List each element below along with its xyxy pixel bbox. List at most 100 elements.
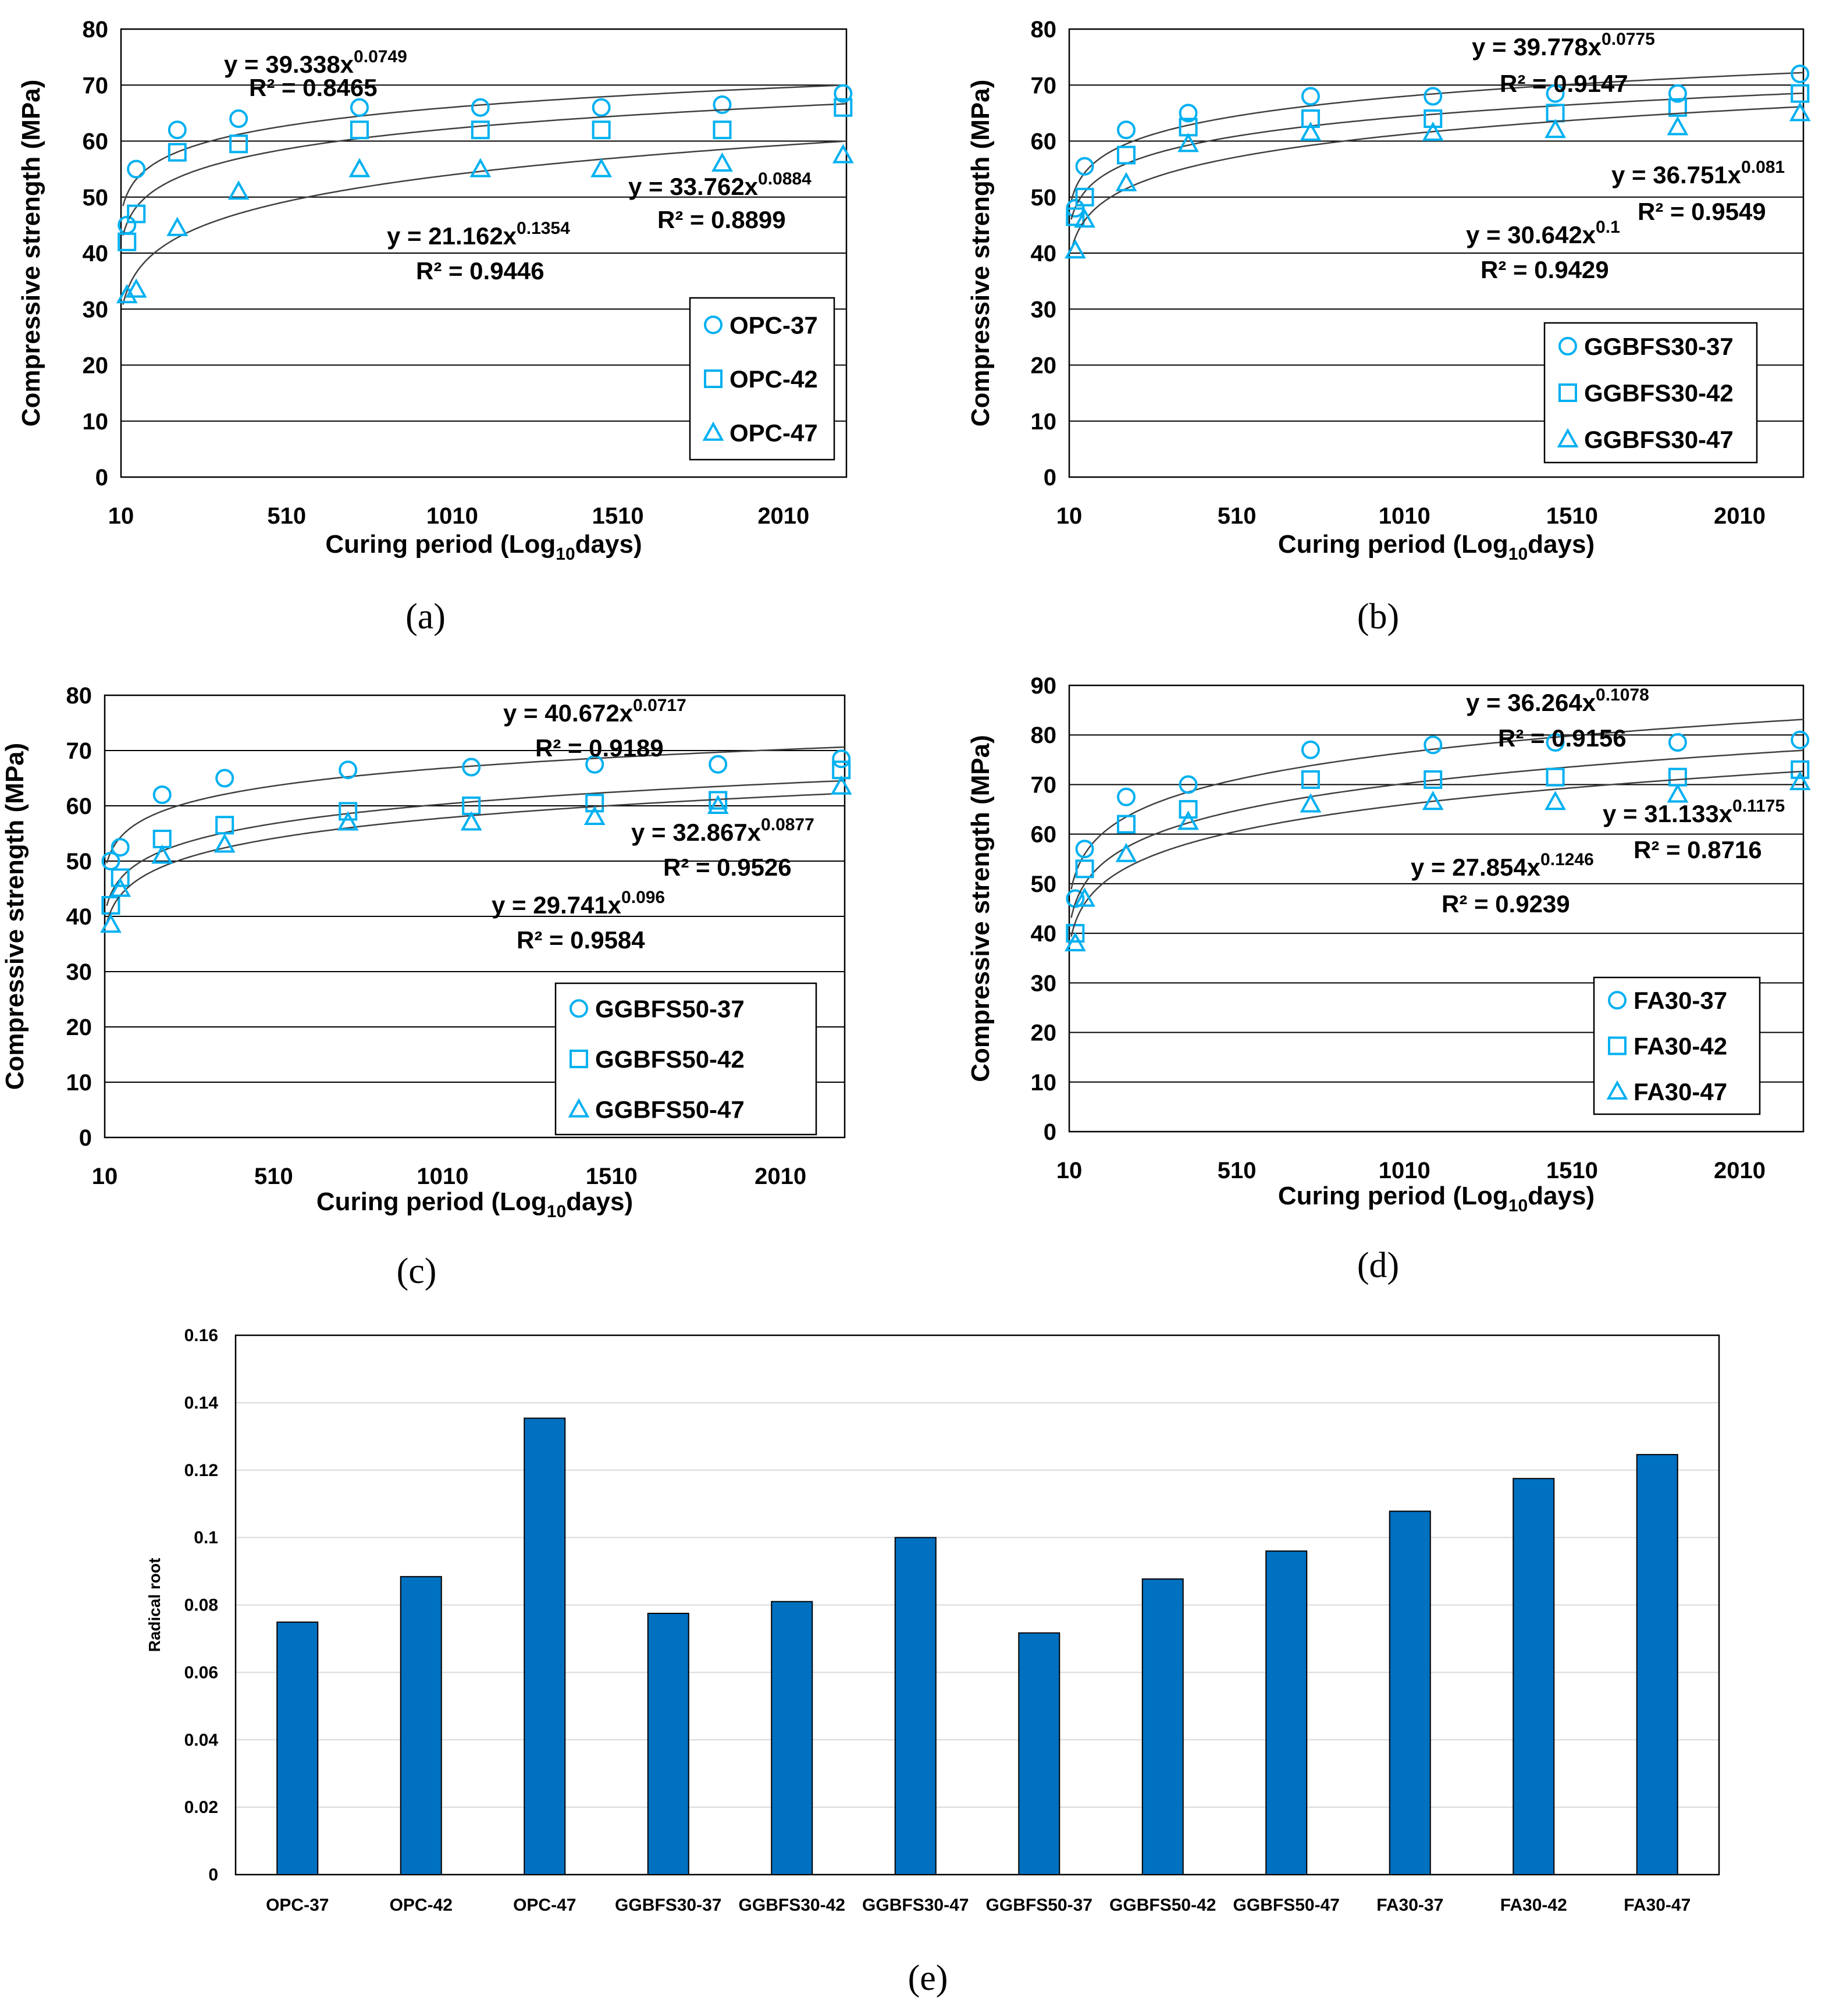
category-label: OPC-47 — [513, 1896, 576, 1915]
data-point-GGBFS30-37 — [1301, 87, 1320, 106]
y-tick-label: 60 — [1031, 822, 1057, 848]
fit-equation-base: y = 39.778x — [1472, 33, 1602, 61]
plot-frame — [120, 28, 848, 478]
data-point-GGBFS50-37 — [832, 749, 851, 769]
data-point-FA30-37 — [1791, 730, 1810, 749]
x-tick-label: 1010 — [1379, 1158, 1430, 1183]
category-label: FA30-37 — [1376, 1896, 1443, 1915]
data-point-OPC-42 — [471, 120, 490, 140]
fit-equation-base: y = 21.162x — [387, 222, 517, 250]
trendline-FA30-42 — [1070, 749, 1804, 918]
legend-label-FA30-37: FA30-37 — [1634, 987, 1727, 1014]
data-point-GGBFS50-42 — [111, 868, 130, 887]
bar-FA30-37 — [1389, 1510, 1431, 1876]
y-tick-label: 10 — [1031, 1070, 1057, 1096]
fit-equation-exponent: 0.0877 — [761, 815, 814, 834]
y-tick-label: 60 — [1031, 129, 1057, 155]
panel-caption-a: (a) — [405, 597, 446, 637]
y-tick-label: 30 — [66, 959, 92, 985]
y-tick-label: 10 — [1031, 409, 1057, 435]
data-point-OPC-47 — [469, 158, 492, 177]
x-axis-label-part: Curing period (Log — [316, 1187, 547, 1216]
trendline-GGBFS30-37 — [1070, 72, 1804, 201]
category-label: OPC-42 — [390, 1896, 453, 1915]
y-tick-label: 20 — [66, 1015, 92, 1040]
legend-marker-OPC-37 — [704, 315, 723, 335]
category-label: GGBFS30-47 — [862, 1896, 969, 1915]
data-point-FA30-37 — [1301, 740, 1320, 759]
data-point-OPC-37 — [350, 98, 369, 117]
legend-label-OPC-37: OPC-37 — [729, 311, 818, 339]
legend-label-FA30-42: FA30-42 — [1634, 1033, 1727, 1060]
fit-equation-GGBFS30-37: y = 39.778x0.0775 — [1472, 30, 1655, 61]
data-point-GGBFS30-42 — [1424, 109, 1443, 128]
y-tick-label: 0.02 — [184, 1798, 218, 1817]
legend-marker-GGBFS50-37 — [570, 999, 588, 1018]
data-point-FA30-47 — [1115, 842, 1137, 862]
y-tick-label: 0.14 — [184, 1393, 219, 1413]
y-axis-label: Compressive strength (MPa) — [17, 80, 45, 427]
category-label: FA30-47 — [1624, 1896, 1691, 1915]
data-point-FA30-42 — [1116, 815, 1136, 834]
legend-label-OPC-47: OPC-47 — [729, 419, 818, 447]
data-point-FA30-42 — [1424, 770, 1443, 789]
data-point-GGBFS30-37 — [1546, 84, 1565, 103]
y-tick-label: 50 — [1031, 185, 1057, 211]
legend-box — [689, 297, 835, 461]
fit-equation-exponent: 0.0775 — [1602, 30, 1655, 49]
plot-frame — [1068, 684, 1805, 1133]
fit-r2-GGBFS30-47: R² = 0.9429 — [1481, 256, 1609, 283]
x-tick-label: 2010 — [1714, 1158, 1766, 1183]
trendline-OPC-47 — [122, 140, 847, 305]
data-point-OPC-37 — [168, 120, 187, 140]
data-point-GGBFS30-37 — [1424, 87, 1443, 106]
x-axis-label-subscript: 10 — [1508, 545, 1528, 564]
data-point-GGBFS30-42 — [1668, 98, 1687, 117]
fit-equation-base: y = 30.642x — [1466, 221, 1596, 248]
bar-FA30-42 — [1513, 1478, 1555, 1875]
y-tick-label: 80 — [1031, 17, 1057, 42]
data-point-GGBFS30-47 — [1545, 119, 1566, 138]
data-point-GGBFS50-47 — [707, 794, 729, 814]
data-point-OPC-47 — [832, 144, 854, 163]
data-point-FA30-37 — [1075, 840, 1094, 859]
y-axis-label: Compressive strength (MPa) — [966, 735, 995, 1082]
bar-FA30-47 — [1636, 1454, 1678, 1875]
data-point-OPC-42 — [127, 204, 146, 223]
data-point-FA30-47 — [1177, 810, 1199, 830]
fit-equation-exponent: 0.0717 — [633, 696, 686, 715]
data-point-GGBFS30-37 — [1668, 84, 1687, 103]
x-axis-label-part: days) — [1528, 1182, 1595, 1210]
data-point-GGBFS30-37 — [1075, 157, 1094, 176]
fit-equation-GGBFS30-42: y = 36.751x0.081 — [1611, 158, 1785, 189]
fit-equation-GGBFS50-42: y = 32.867x0.0877 — [631, 815, 814, 846]
x-tick-label: 510 — [267, 503, 306, 529]
fit-equation-base: y = 36.264x — [1466, 689, 1596, 716]
fit-equation-exponent: 0.1246 — [1540, 850, 1594, 869]
data-point-FA30-42 — [1791, 760, 1810, 779]
bar-GGBFS30-37 — [647, 1612, 689, 1875]
panel-caption-e: (e) — [908, 1958, 948, 1998]
data-point-GGBFS30-42 — [1116, 145, 1136, 165]
data-point-GGBFS30-47 — [1667, 116, 1689, 136]
fit-equation-GGBFS30-47: y = 30.642x0.1 — [1466, 218, 1620, 248]
x-tick-label: 1510 — [1546, 503, 1598, 529]
x-axis-label-part: Curing period (Log — [1278, 1182, 1508, 1210]
data-point-GGBFS50-42 — [339, 802, 358, 821]
data-point-FA30-47 — [1789, 771, 1811, 791]
x-tick-label: 10 — [108, 503, 134, 529]
x-axis-label-part: Curing period (Log — [325, 530, 556, 559]
fit-r2-GGBFS30-42: R² = 0.9549 — [1638, 198, 1766, 225]
fit-equation-exponent: 0.1078 — [1596, 685, 1649, 705]
y-tick-label: 30 — [1031, 970, 1057, 996]
trendline-GGBFS30-47 — [1070, 106, 1804, 251]
y-tick-label: 80 — [1031, 723, 1057, 748]
data-point-FA30-47 — [1667, 783, 1689, 803]
data-point-GGBFS50-42 — [215, 816, 234, 835]
data-point-OPC-37 — [834, 84, 853, 103]
legend-marker-GGBFS30-42 — [1558, 383, 1577, 402]
legend-marker-GGBFS50-47 — [568, 1098, 590, 1118]
y-tick-label: 0.1 — [194, 1528, 218, 1548]
